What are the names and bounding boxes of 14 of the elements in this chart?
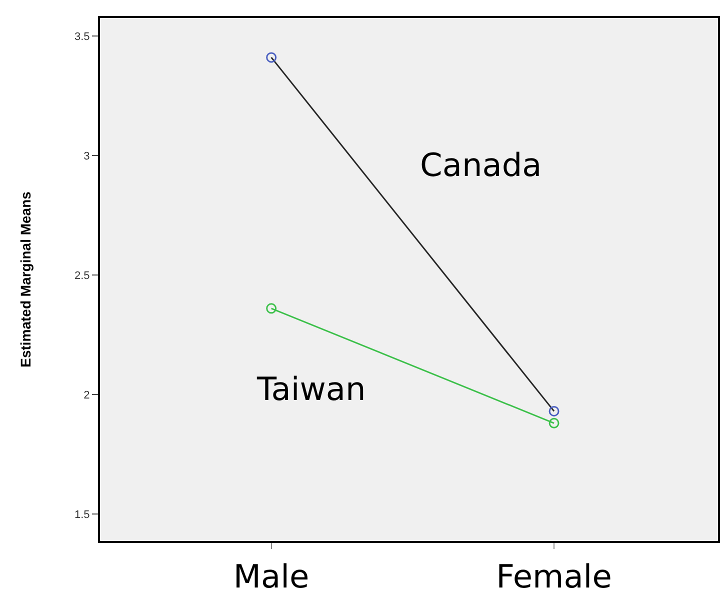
point	[548, 418, 560, 428]
y-tick-label: 2	[84, 389, 90, 402]
y-tick-label: 2.5	[74, 270, 90, 282]
y-tick-label: 3.5	[74, 30, 90, 43]
point	[266, 52, 277, 63]
point	[266, 303, 277, 314]
x-tick-label: Male	[233, 557, 310, 596]
y-tick-label: 1.5	[74, 508, 90, 521]
y-tick-label: 3	[84, 150, 90, 162]
point	[548, 406, 560, 416]
series-label: Canada	[420, 146, 542, 184]
series-label: Taiwan	[256, 370, 366, 408]
y-axis-title: Estimated Marginal Means	[18, 191, 34, 368]
x-tick-label: Female	[496, 557, 612, 596]
